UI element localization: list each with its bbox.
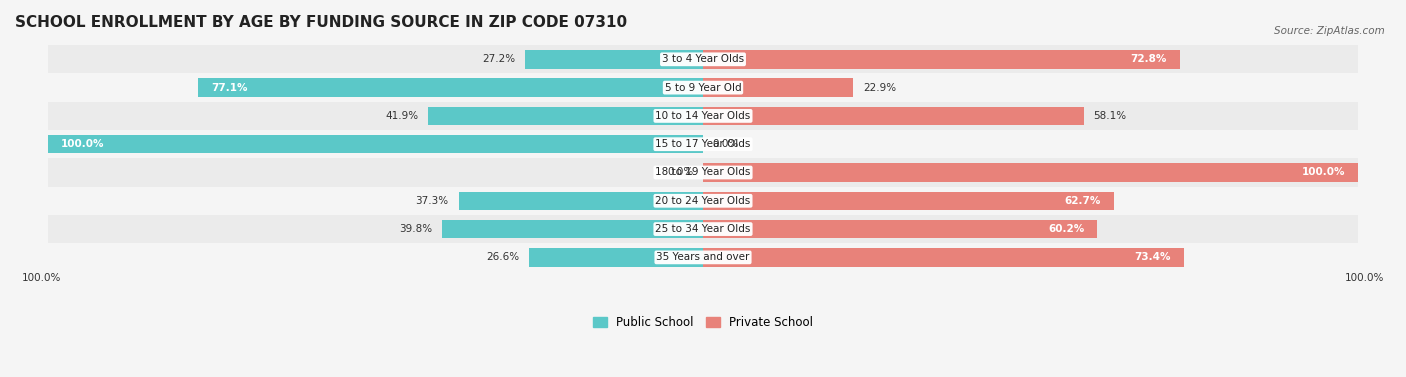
Text: 5 to 9 Year Old: 5 to 9 Year Old	[665, 83, 741, 93]
Text: 100.0%: 100.0%	[1302, 167, 1346, 178]
Text: 27.2%: 27.2%	[482, 54, 515, 64]
Bar	[48, 130, 1358, 158]
Text: 100.0%: 100.0%	[21, 273, 60, 283]
Text: 72.8%: 72.8%	[1130, 54, 1167, 64]
Legend: Public School, Private School: Public School, Private School	[593, 316, 813, 329]
Bar	[703, 220, 1098, 238]
Bar	[703, 78, 853, 97]
Text: 41.9%: 41.9%	[385, 111, 419, 121]
Bar	[48, 187, 1358, 215]
Bar	[458, 192, 703, 210]
Text: 3 to 4 Year Olds: 3 to 4 Year Olds	[662, 54, 744, 64]
Bar	[48, 215, 1358, 243]
Text: 18 to 19 Year Olds: 18 to 19 Year Olds	[655, 167, 751, 178]
Text: 100.0%: 100.0%	[60, 139, 104, 149]
Text: 15 to 17 Year Olds: 15 to 17 Year Olds	[655, 139, 751, 149]
Text: 0.0%: 0.0%	[713, 139, 740, 149]
Text: 10 to 14 Year Olds: 10 to 14 Year Olds	[655, 111, 751, 121]
Text: 0.0%: 0.0%	[666, 167, 693, 178]
Text: 26.6%: 26.6%	[485, 252, 519, 262]
Bar	[703, 107, 1084, 125]
Text: 25 to 34 Year Olds: 25 to 34 Year Olds	[655, 224, 751, 234]
Text: 39.8%: 39.8%	[399, 224, 433, 234]
Bar	[703, 248, 1184, 267]
Text: 35 Years and over: 35 Years and over	[657, 252, 749, 262]
Bar	[48, 135, 703, 153]
Bar	[703, 192, 1114, 210]
Text: 37.3%: 37.3%	[416, 196, 449, 206]
Bar	[429, 107, 703, 125]
Bar	[48, 45, 1358, 74]
Text: 20 to 24 Year Olds: 20 to 24 Year Olds	[655, 196, 751, 206]
Bar	[48, 102, 1358, 130]
Bar	[703, 163, 1358, 182]
Text: 62.7%: 62.7%	[1064, 196, 1101, 206]
Text: 58.1%: 58.1%	[1094, 111, 1126, 121]
Bar	[198, 78, 703, 97]
Bar	[48, 158, 1358, 187]
Text: SCHOOL ENROLLMENT BY AGE BY FUNDING SOURCE IN ZIP CODE 07310: SCHOOL ENROLLMENT BY AGE BY FUNDING SOUR…	[15, 15, 627, 30]
Text: Source: ZipAtlas.com: Source: ZipAtlas.com	[1274, 26, 1385, 37]
Text: 60.2%: 60.2%	[1047, 224, 1084, 234]
Bar	[48, 74, 1358, 102]
Text: 22.9%: 22.9%	[863, 83, 896, 93]
Text: 73.4%: 73.4%	[1135, 252, 1171, 262]
Text: 77.1%: 77.1%	[211, 83, 247, 93]
Bar	[443, 220, 703, 238]
Bar	[529, 248, 703, 267]
Bar	[524, 50, 703, 69]
Bar	[48, 243, 1358, 271]
Text: 100.0%: 100.0%	[1346, 273, 1385, 283]
Bar	[703, 50, 1180, 69]
